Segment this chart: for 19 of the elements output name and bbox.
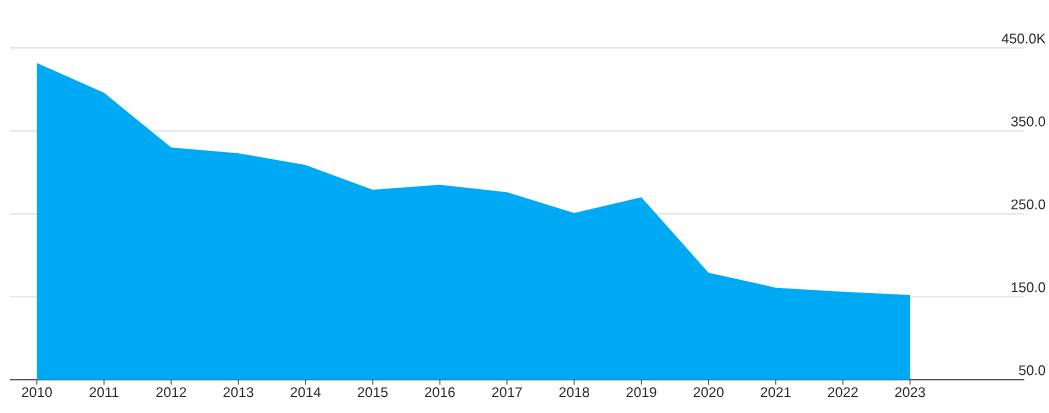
x-tick-label: 2023 — [895, 387, 925, 398]
y-tick-label: 150.0 — [1011, 282, 1046, 293]
y-tick-label: 350.0 — [1011, 116, 1046, 127]
x-tick-label: 2017 — [492, 387, 522, 398]
x-tick-label: 2022 — [828, 387, 858, 398]
x-tick-label: 2010 — [22, 387, 52, 398]
x-tick-label: 2012 — [156, 387, 187, 398]
x-tick-label: 2013 — [223, 387, 254, 398]
x-tick-label: 2020 — [693, 387, 724, 398]
x-tick-label: 2021 — [760, 387, 791, 398]
y-tick-label: 50.0 — [1019, 365, 1046, 376]
y-tick-label: 250.0 — [1011, 199, 1046, 210]
x-tick-label: 2014 — [290, 387, 321, 398]
x-tick-label: 2011 — [89, 387, 119, 398]
x-tick-label: 2016 — [425, 387, 455, 398]
x-tick-label: 2019 — [626, 387, 657, 398]
x-tick-label: 2015 — [357, 387, 388, 398]
y-tick-label: 450.0K — [1001, 33, 1046, 44]
x-tick-label: 2018 — [559, 387, 590, 398]
